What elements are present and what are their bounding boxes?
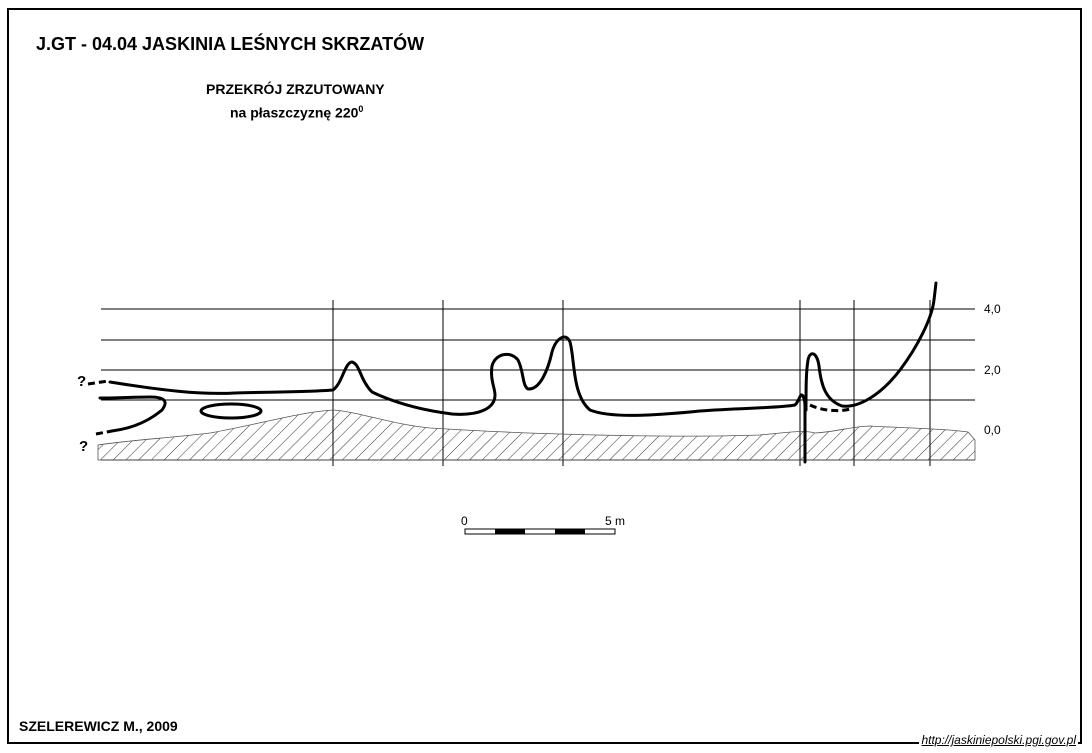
- elevation-label: 4,0: [984, 302, 1001, 316]
- dashed-continuation-upper: [87, 379, 109, 386]
- subtitle-line1: PRZEKRÓJ ZRZUTOWANY: [206, 81, 385, 97]
- source-link[interactable]: http://jaskiniepolski.pgi.gov.pl: [919, 733, 1078, 747]
- subtitle-line2: na płaszczyznę 220: [230, 104, 359, 121]
- cave-outline-right: [804, 281, 938, 412]
- rock-floor: [97, 409, 976, 461]
- subtitle-degree: 0: [358, 104, 364, 114]
- scale-bar-segment: [555, 529, 585, 534]
- question-mark: ?: [79, 438, 88, 455]
- section-subtitle: PRZEKRÓJ ZRZUTOWANY na płaszczyznę 2200: [206, 79, 426, 123]
- cave-outline-lower-branch: [98, 395, 167, 433]
- scale-bar-segment: [495, 529, 525, 534]
- elevation-label: 2,0: [984, 363, 1001, 377]
- page-title: J.GT - 04.04 JASKINIA LEŚNYCH SKRZATÓW: [36, 34, 425, 54]
- scale-bar-end-label: 5 m: [605, 514, 625, 528]
- cave-outline: [108, 335, 807, 464]
- elevation-label: 0,0: [984, 423, 1001, 437]
- scale-bar-frame: [464, 528, 616, 535]
- dashed-continuation-lower: [95, 429, 113, 436]
- scale-bar: 0 5 m: [461, 514, 625, 535]
- dashed-continuation-right: [809, 403, 851, 413]
- subtitle-line2-wrap: na płaszczyznę 2200: [206, 99, 426, 123]
- question-mark: ?: [77, 373, 86, 390]
- cave-chamber: [199, 402, 263, 420]
- scale-bar-start-label: 0: [461, 514, 468, 528]
- author-credit: SZELEREWICZ M., 2009: [19, 718, 178, 734]
